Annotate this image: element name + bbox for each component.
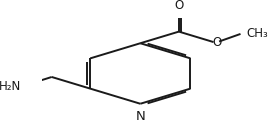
Text: H₂N: H₂N [0, 80, 21, 93]
Text: N: N [136, 110, 145, 123]
Text: O: O [212, 36, 221, 49]
Text: O: O [174, 0, 183, 12]
Text: CH₃: CH₃ [246, 27, 268, 40]
